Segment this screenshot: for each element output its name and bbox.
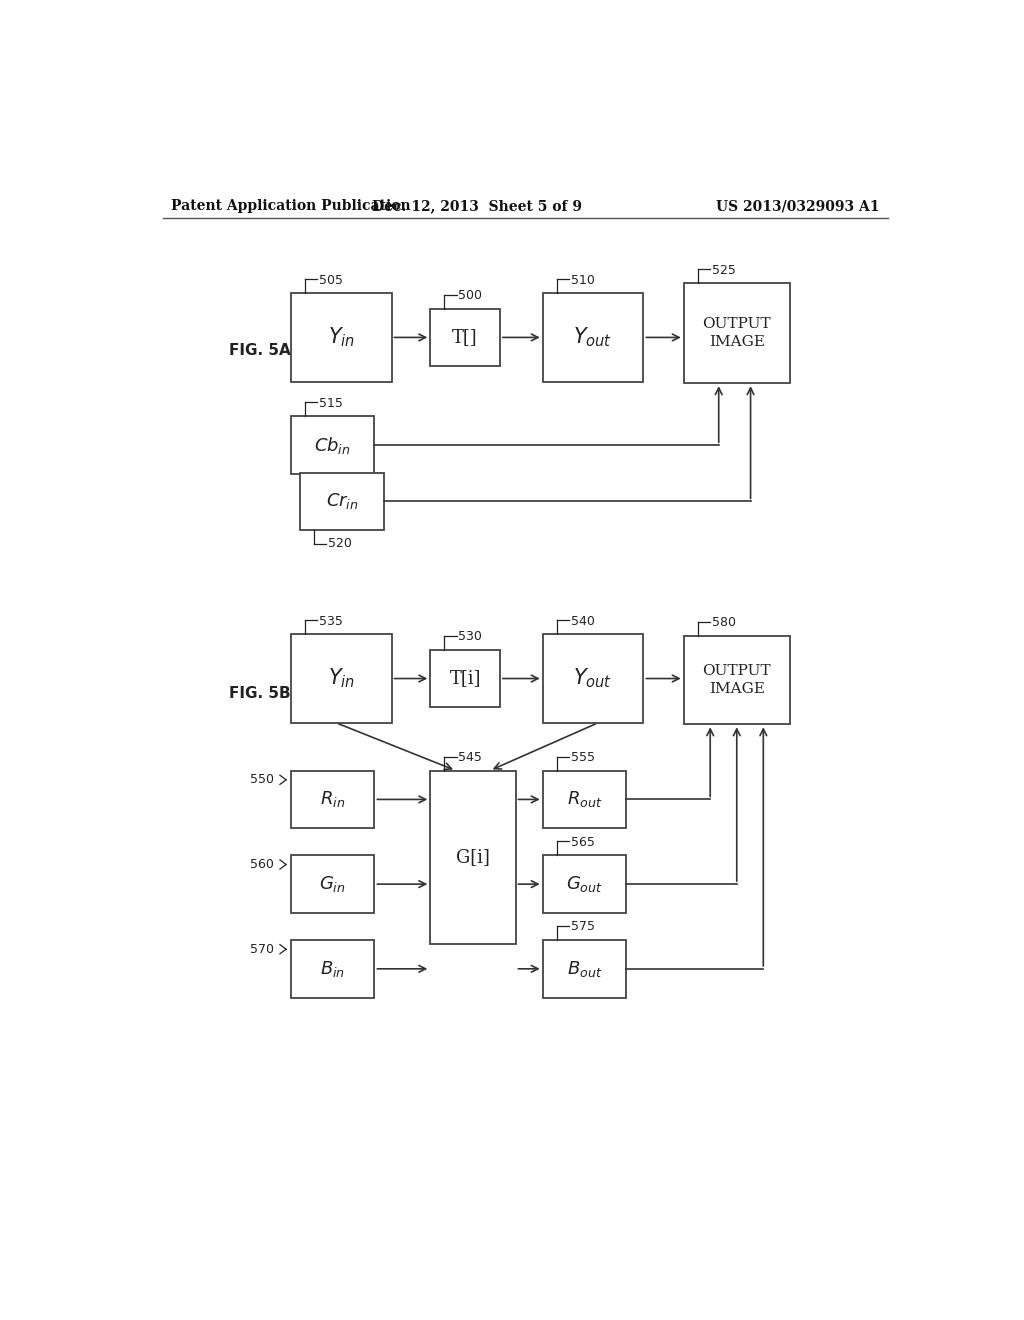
Bar (430, 309, 500, 367)
Text: $Y_{in}$: $Y_{in}$ (328, 326, 354, 350)
Text: 530: 530 (458, 630, 482, 643)
Text: FIG. 5A: FIG. 5A (228, 343, 291, 359)
Text: 570: 570 (250, 942, 273, 956)
Bar (291, 940, 375, 998)
Text: $R_{in}$: $R_{in}$ (321, 789, 345, 809)
Text: OUTPUT: OUTPUT (702, 317, 771, 331)
Text: $Y_{in}$: $Y_{in}$ (328, 667, 354, 690)
Text: 550: 550 (250, 774, 273, 787)
Text: 510: 510 (570, 273, 594, 286)
Bar (430, 649, 500, 708)
Bar (291, 635, 391, 723)
Text: $Cb_{in}$: $Cb_{in}$ (314, 434, 351, 455)
Bar (684, 284, 790, 383)
Text: 525: 525 (712, 264, 735, 277)
Bar (300, 473, 384, 531)
Bar (543, 855, 627, 913)
Text: G[i]: G[i] (456, 849, 489, 866)
Text: $Y_{out}$: $Y_{out}$ (573, 667, 612, 690)
Text: FIG. 5B: FIG. 5B (228, 686, 291, 701)
Text: 535: 535 (318, 615, 342, 628)
Bar (543, 771, 627, 829)
Bar (291, 855, 375, 913)
Text: 560: 560 (250, 858, 273, 871)
Text: T[]: T[] (453, 329, 478, 346)
Text: IMAGE: IMAGE (709, 682, 765, 697)
Text: OUTPUT: OUTPUT (702, 664, 771, 678)
Text: $R_{out}$: $R_{out}$ (566, 789, 602, 809)
Text: 545: 545 (458, 751, 482, 764)
Text: 505: 505 (318, 273, 343, 286)
Text: 555: 555 (570, 751, 595, 764)
Bar (684, 636, 790, 725)
Text: 540: 540 (570, 615, 594, 628)
Text: $Cr_{in}$: $Cr_{in}$ (326, 491, 358, 511)
Text: T[i]: T[i] (450, 669, 481, 688)
Text: $G_{in}$: $G_{in}$ (319, 874, 346, 894)
Text: $B_{in}$: $B_{in}$ (321, 958, 345, 979)
Text: 520: 520 (328, 537, 352, 550)
Bar (430, 771, 515, 944)
Text: Dec. 12, 2013  Sheet 5 of 9: Dec. 12, 2013 Sheet 5 of 9 (372, 199, 582, 213)
Text: 500: 500 (458, 289, 482, 302)
Text: $G_{out}$: $G_{out}$ (566, 874, 603, 894)
Text: 515: 515 (318, 397, 342, 409)
Bar (543, 940, 627, 998)
Text: $B_{out}$: $B_{out}$ (566, 958, 602, 979)
Text: US 2013/0329093 A1: US 2013/0329093 A1 (716, 199, 880, 213)
Text: IMAGE: IMAGE (709, 335, 765, 350)
Text: 575: 575 (570, 920, 595, 933)
Text: $Y_{out}$: $Y_{out}$ (573, 326, 612, 350)
Bar (543, 635, 643, 723)
Bar (291, 416, 375, 474)
Text: 565: 565 (570, 836, 594, 849)
Bar (543, 293, 643, 381)
Text: Patent Application Publication: Patent Application Publication (171, 199, 411, 213)
Bar (291, 293, 391, 381)
Bar (291, 771, 375, 829)
Text: 580: 580 (712, 616, 735, 630)
